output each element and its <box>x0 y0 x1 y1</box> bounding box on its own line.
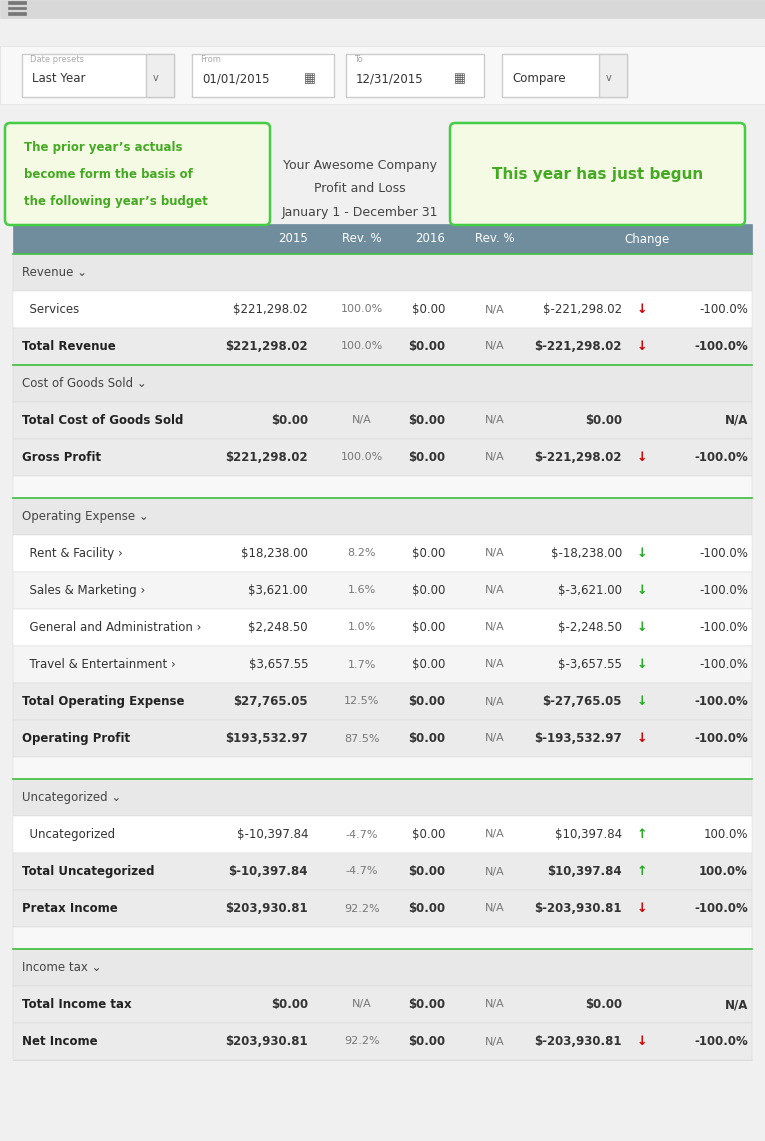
Text: N/A: N/A <box>485 866 505 876</box>
Text: N/A: N/A <box>724 998 748 1011</box>
Text: Total Income tax: Total Income tax <box>22 998 132 1011</box>
FancyBboxPatch shape <box>13 439 752 476</box>
Text: N/A: N/A <box>485 1036 505 1046</box>
Text: $10,397.84: $10,397.84 <box>555 828 622 841</box>
FancyBboxPatch shape <box>13 986 752 1023</box>
Text: N/A: N/A <box>485 830 505 840</box>
Text: N/A: N/A <box>485 341 505 351</box>
Text: ↓: ↓ <box>636 451 647 464</box>
FancyBboxPatch shape <box>13 720 752 756</box>
Text: $0.00: $0.00 <box>412 621 445 634</box>
Text: -100.0%: -100.0% <box>695 695 748 709</box>
Text: $193,532.97: $193,532.97 <box>225 733 308 745</box>
FancyBboxPatch shape <box>13 949 752 986</box>
Text: This year has just begun: This year has just begun <box>492 167 703 181</box>
Text: $-10,397.84: $-10,397.84 <box>236 828 308 841</box>
Text: $0.00: $0.00 <box>408 695 445 709</box>
Text: ↓: ↓ <box>636 547 647 560</box>
FancyBboxPatch shape <box>192 54 334 97</box>
Text: $-27,765.05: $-27,765.05 <box>542 695 622 709</box>
FancyBboxPatch shape <box>502 54 627 97</box>
Text: From: From <box>200 55 221 64</box>
Text: ↓: ↓ <box>636 584 647 597</box>
Text: Pretax Income: Pretax Income <box>22 903 118 915</box>
Text: v: v <box>153 73 159 82</box>
FancyBboxPatch shape <box>0 0 765 18</box>
Text: $-203,930.81: $-203,930.81 <box>535 903 622 915</box>
Text: -100.0%: -100.0% <box>699 658 748 671</box>
Text: 92.2%: 92.2% <box>344 904 379 914</box>
Text: 12.5%: 12.5% <box>344 696 379 706</box>
Text: $0.00: $0.00 <box>408 865 445 879</box>
Text: Travel & Entertainment ›: Travel & Entertainment › <box>22 658 176 671</box>
FancyBboxPatch shape <box>13 926 752 949</box>
FancyBboxPatch shape <box>13 254 752 291</box>
Text: $203,930.81: $203,930.81 <box>226 903 308 915</box>
Text: $-203,930.81: $-203,930.81 <box>535 1035 622 1047</box>
Text: $0.00: $0.00 <box>408 903 445 915</box>
FancyBboxPatch shape <box>13 609 752 646</box>
FancyBboxPatch shape <box>13 365 752 402</box>
Text: $0.00: $0.00 <box>408 451 445 464</box>
Text: -100.0%: -100.0% <box>695 733 748 745</box>
Text: Rev. %: Rev. % <box>342 233 382 245</box>
Text: $203,930.81: $203,930.81 <box>226 1035 308 1047</box>
Text: $0.00: $0.00 <box>412 547 445 560</box>
Text: 01/01/2015: 01/01/2015 <box>202 72 269 86</box>
Text: ↓: ↓ <box>636 658 647 671</box>
Text: Operating Profit: Operating Profit <box>22 733 130 745</box>
Text: Total Operating Expense: Total Operating Expense <box>22 695 184 709</box>
Text: Services: Services <box>22 304 80 316</box>
Text: Change: Change <box>624 233 669 245</box>
Text: Your Awesome Company: Your Awesome Company <box>283 160 437 172</box>
Text: 1.0%: 1.0% <box>348 623 376 632</box>
Text: ▦: ▦ <box>304 72 316 86</box>
Text: Income tax ⌄: Income tax ⌄ <box>22 961 102 974</box>
FancyBboxPatch shape <box>0 116 765 246</box>
Text: $0.00: $0.00 <box>271 998 308 1011</box>
Text: Total Revenue: Total Revenue <box>22 340 116 353</box>
Text: -100.0%: -100.0% <box>695 1035 748 1047</box>
Text: N/A: N/A <box>352 1000 372 1010</box>
Text: To: To <box>354 55 363 64</box>
Text: $3,657.55: $3,657.55 <box>249 658 308 671</box>
Text: ↓: ↓ <box>636 695 647 709</box>
Text: N/A: N/A <box>485 623 505 632</box>
Text: N/A: N/A <box>485 1000 505 1010</box>
Text: Uncategorized ⌄: Uncategorized ⌄ <box>22 791 121 804</box>
Text: -4.7%: -4.7% <box>346 866 378 876</box>
Text: Uncategorized: Uncategorized <box>22 828 115 841</box>
Text: Last Year: Last Year <box>32 72 86 86</box>
Text: -100.0%: -100.0% <box>699 304 748 316</box>
Text: -4.7%: -4.7% <box>346 830 378 840</box>
Text: N/A: N/A <box>485 585 505 596</box>
FancyBboxPatch shape <box>13 224 752 254</box>
FancyBboxPatch shape <box>13 816 752 853</box>
Text: $0.00: $0.00 <box>408 340 445 353</box>
Text: $0.00: $0.00 <box>585 414 622 427</box>
FancyBboxPatch shape <box>13 853 752 890</box>
FancyBboxPatch shape <box>13 291 752 327</box>
Text: N/A: N/A <box>352 415 372 426</box>
Text: 8.2%: 8.2% <box>348 549 376 558</box>
Text: 1.7%: 1.7% <box>348 659 376 670</box>
FancyBboxPatch shape <box>146 54 174 97</box>
Text: ↓: ↓ <box>636 621 647 634</box>
Text: $-10,397.84: $-10,397.84 <box>229 865 308 879</box>
Text: -100.0%: -100.0% <box>695 340 748 353</box>
FancyBboxPatch shape <box>13 327 752 365</box>
FancyBboxPatch shape <box>5 123 270 225</box>
Text: 2016: 2016 <box>415 233 445 245</box>
FancyBboxPatch shape <box>22 54 174 97</box>
Text: $18,238.00: $18,238.00 <box>241 547 308 560</box>
Text: $0.00: $0.00 <box>408 414 445 427</box>
Text: Total Cost of Goods Sold: Total Cost of Goods Sold <box>22 414 184 427</box>
Text: Net Income: Net Income <box>22 1035 98 1047</box>
Text: ↓: ↓ <box>636 1035 647 1047</box>
Text: $-3,657.55: $-3,657.55 <box>558 658 622 671</box>
Text: Profit and Loss: Profit and Loss <box>314 183 405 195</box>
Text: -100.0%: -100.0% <box>695 903 748 915</box>
Text: 100.0%: 100.0% <box>341 305 383 315</box>
Text: 92.2%: 92.2% <box>344 1036 379 1046</box>
